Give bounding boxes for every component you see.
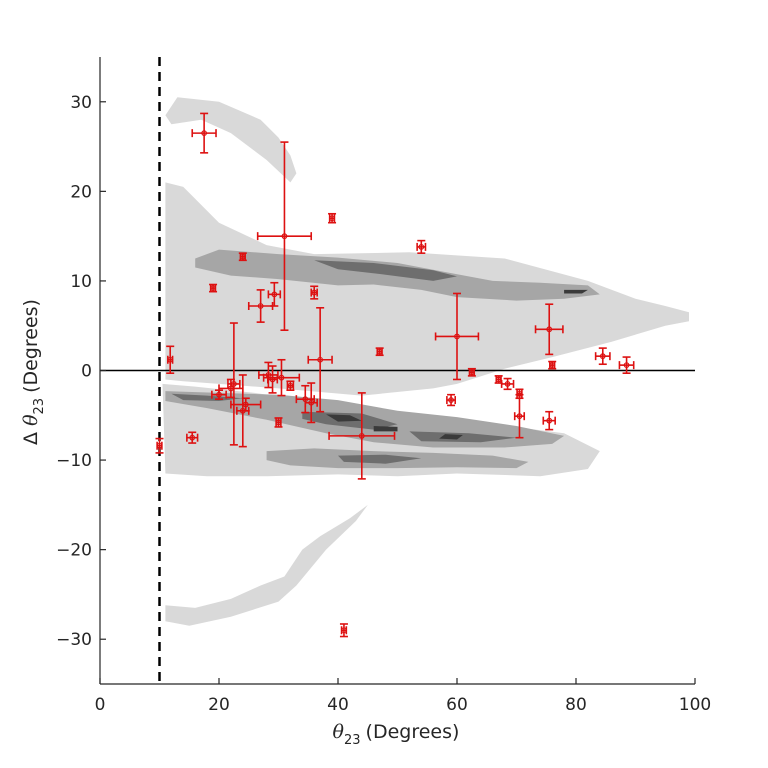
data-point [328, 212, 337, 224]
point-marker [341, 627, 347, 634]
point-marker [376, 348, 383, 355]
point-marker [227, 385, 234, 392]
data-point [155, 437, 164, 454]
data-point [307, 306, 333, 413]
data-point [209, 283, 218, 293]
y-tick-label: −10 [56, 451, 92, 471]
density-region-7 [314, 260, 457, 281]
density-region-14 [439, 434, 463, 440]
x-tick-label: 80 [565, 695, 587, 715]
reference-lines [100, 57, 695, 684]
point-marker [257, 303, 264, 309]
point-marker [167, 356, 174, 363]
x-axis-title: θ23 (Degrees) [333, 721, 460, 748]
data-point [416, 239, 427, 254]
x-tick-label: 20 [208, 695, 230, 715]
point-marker [311, 289, 318, 296]
density-contours [162, 97, 689, 626]
data-point [304, 382, 318, 424]
point-marker [201, 130, 208, 137]
point-marker [239, 253, 246, 260]
point-marker [549, 362, 556, 369]
data-point [339, 623, 348, 638]
data-point [286, 380, 295, 392]
data-point [594, 347, 611, 366]
data-point [542, 410, 556, 431]
point-marker [418, 243, 425, 250]
data-point [618, 356, 635, 374]
point-marker [287, 382, 294, 389]
density-region-13 [373, 426, 398, 432]
density-region-8 [171, 393, 243, 401]
axes [99, 57, 696, 685]
point-marker [599, 353, 606, 360]
density-region-3 [165, 504, 368, 626]
point-marker [242, 401, 249, 408]
point-marker [623, 362, 630, 369]
y-tick-label: 10 [70, 272, 92, 292]
x-tick-label: 60 [446, 695, 468, 715]
point-marker [216, 391, 222, 398]
data-point [238, 252, 247, 262]
point-marker [546, 326, 553, 333]
point-marker [504, 381, 511, 387]
data-point [262, 358, 301, 397]
data-point [375, 347, 384, 357]
data-points [155, 112, 635, 638]
y-tick-label: −20 [56, 541, 92, 561]
data-point [534, 303, 564, 356]
data-point [467, 367, 476, 377]
data-point [230, 397, 262, 412]
data-point [227, 322, 241, 446]
point-marker [317, 356, 324, 363]
point-marker [156, 442, 163, 449]
x-tick-label: 40 [327, 695, 349, 715]
data-point [328, 392, 396, 480]
x-tick-label: 100 [679, 695, 711, 715]
point-marker [281, 233, 288, 240]
point-marker [329, 215, 335, 222]
tick-labels: 0 20 40 60 80 100 −30 −20 −10 0 10 20 30 [56, 93, 711, 715]
point-marker [308, 399, 315, 406]
point-marker [189, 434, 196, 441]
data-point [186, 431, 199, 444]
point-marker [275, 419, 282, 426]
point-marker [278, 374, 285, 381]
data-point [513, 393, 526, 439]
point-marker [468, 369, 475, 376]
y-tick-label: 20 [70, 182, 92, 202]
data-point [446, 393, 457, 407]
point-marker [210, 285, 216, 291]
point-marker [495, 376, 502, 383]
data-point [267, 281, 282, 307]
point-marker [448, 397, 454, 403]
y-tick-label: 30 [70, 93, 92, 113]
density-region-12 [326, 414, 362, 422]
density-region-11 [338, 454, 422, 464]
data-point [166, 345, 175, 374]
point-marker [546, 417, 553, 424]
data-point [191, 112, 217, 154]
point-marker [516, 413, 523, 420]
density-region-0 [165, 97, 297, 183]
point-marker [271, 291, 278, 298]
point-marker [454, 333, 460, 340]
density-region-15 [564, 289, 588, 294]
data-point [434, 292, 480, 381]
data-point [274, 417, 283, 428]
y-tick-label: 0 [81, 362, 92, 382]
data-point [310, 285, 319, 300]
y-tick-label: −30 [56, 630, 92, 650]
y-axis-title: Δ θ23(Degrees) [20, 299, 47, 445]
data-point [548, 360, 557, 370]
data-point [266, 365, 279, 394]
data-point [256, 141, 313, 331]
data-point [500, 377, 515, 391]
data-point [211, 389, 227, 400]
density-region-10 [409, 431, 517, 443]
point-marker [358, 432, 365, 439]
x-tick-label: 0 [95, 695, 106, 715]
